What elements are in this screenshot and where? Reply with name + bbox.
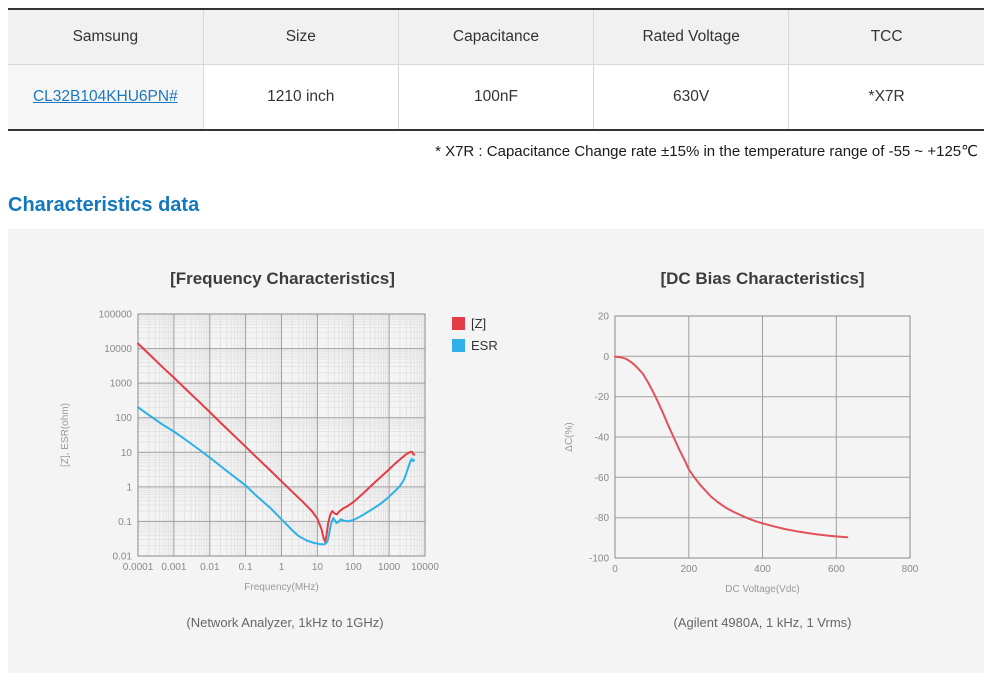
x-axis-label: Frequency(MHz): [244, 582, 318, 593]
frequency-characteristics-chart: [Frequency Characteristics] 0.0001 0.001 0…: [50, 267, 555, 630]
y-tick-label: -100: [589, 554, 609, 565]
dc-bias-characteristics-chart: [DC Bias Characteristics] 0 200 400 600 800 2…: [560, 267, 980, 630]
legend-label: ESR: [471, 338, 498, 353]
frequency-chart-caption: (Network Analyzer, 1kHz to 1GHz): [186, 615, 384, 630]
part-number-link[interactable]: CL32B104KHU6PN#: [32, 88, 178, 105]
characteristics-panel: [Frequency Characteristics] 0.0001 0.001 0…: [8, 229, 984, 673]
y-tick-label: -40: [595, 433, 610, 444]
cell-size: 1210 inch: [202, 64, 399, 130]
x-tick-label: 1: [279, 562, 285, 573]
ESR-curve: [137, 406, 416, 546]
cell-capacitance: 100nF: [397, 64, 594, 130]
tcc-footnote: * X7R : Capacitance Change rate ±15% in …: [435, 143, 978, 160]
spec-table-row: CL32B104KHU6PN# 1210 inch 100nF 630V *X7…: [8, 64, 984, 130]
col-header-size: Size: [202, 9, 399, 65]
y-tick-label: 1: [126, 482, 132, 493]
section-title: Characteristics data: [8, 194, 200, 216]
cell-rated-voltage: 630V: [593, 64, 789, 130]
cell-part-number: CL32B104KHU6PN#: [8, 64, 204, 130]
frequency-chart-plot: 0.0001 0.001 0.01 0.1 1 10 100 1000 10000 100000 1…: [60, 310, 498, 594]
y-tick-label: 20: [598, 312, 610, 323]
dC-curve: [614, 355, 849, 539]
x-tick-label: 10000: [411, 562, 439, 573]
legend-label: [Z]: [471, 316, 486, 331]
col-header-tcc: TCC: [788, 9, 984, 65]
y-tick-label: 1000: [110, 379, 133, 390]
y-tick-label: 0: [603, 352, 609, 363]
col-header-rated-voltage: Rated Voltage: [593, 9, 789, 65]
x-tick-label: 0: [612, 564, 618, 575]
x-tick-label: 100: [345, 562, 362, 573]
y-tick-label: -20: [595, 392, 610, 403]
y-tick-label: 100: [115, 413, 132, 424]
x-tick-label: 10: [312, 562, 324, 573]
legend-swatch: [452, 317, 465, 330]
x-tick-label: 0.001: [161, 562, 186, 573]
x-tick-label: 600: [828, 564, 845, 575]
x-tick-label: 0.0001: [123, 562, 154, 573]
col-header-capacitance: Capacitance: [397, 9, 594, 65]
y-axis-label: [Z], ESR(ohm): [60, 403, 71, 467]
frequency-chart-title: [Frequency Characteristics]: [170, 269, 395, 288]
y-tick-label: -60: [595, 473, 610, 484]
legend-swatch: [452, 339, 465, 352]
y-axis-label: ΔC(%): [564, 422, 575, 451]
page: Samsung Size Capacitance Rated Voltage T…: [0, 8, 986, 673]
x-tick-label: 0.01: [200, 562, 220, 573]
y-tick-label: 0.1: [118, 517, 132, 528]
spec-table-header-row: Samsung Size Capacitance Rated Voltage T…: [8, 9, 984, 65]
x-tick-label: 400: [754, 564, 771, 575]
dc-bias-chart-caption: (Agilent 4980A, 1 kHz, 1 Vrms): [673, 615, 852, 630]
y-tick-label: 100000: [99, 310, 133, 321]
x-tick-label: 800: [902, 564, 919, 575]
y-tick-label: 0.01: [113, 552, 133, 563]
col-header-samsung: Samsung: [8, 9, 204, 65]
y-tick-label: 10000: [104, 344, 132, 355]
x-tick-label: 1000: [378, 562, 401, 573]
dc-bias-chart-title: [DC Bias Characteristics]: [660, 269, 865, 288]
x-axis-label: DC Voltage(Vdc): [725, 584, 799, 595]
y-tick-label: 10: [121, 448, 133, 459]
Z-curve: [137, 342, 416, 543]
x-tick-label: 200: [680, 564, 697, 575]
x-tick-label: 0.1: [239, 562, 253, 573]
y-tick-label: -80: [595, 513, 610, 524]
spec-table: Samsung Size Capacitance Rated Voltage T…: [8, 8, 984, 131]
cell-tcc: *X7R: [788, 64, 984, 130]
